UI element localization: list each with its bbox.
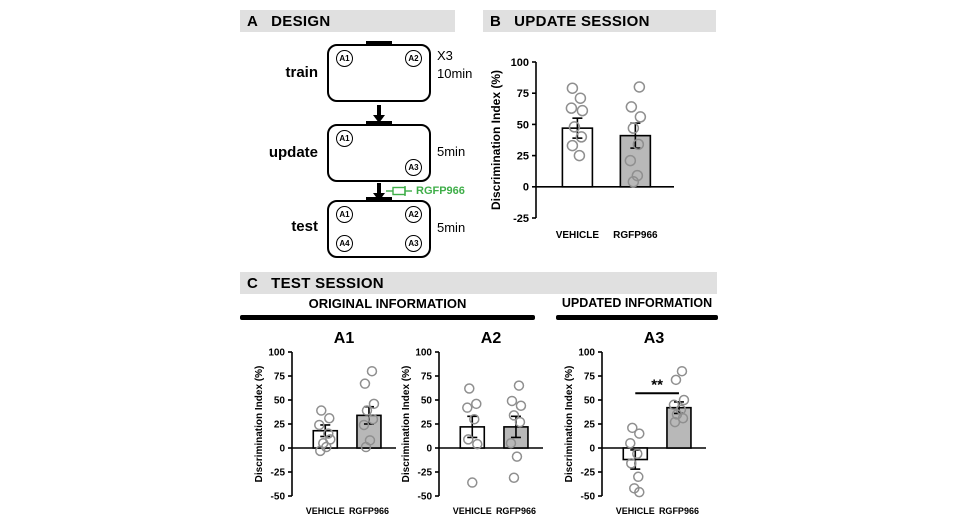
svg-text:75: 75 [584,372,596,383]
svg-text:Discrimination Index (%): Discrimination Index (%) [564,366,575,483]
original-information-label: ORIGINAL INFORMATION [308,296,467,311]
svg-text:A1: A1 [334,330,355,347]
object-circle: A3 [405,235,422,252]
svg-text:50: 50 [274,396,286,407]
object-circle: A3 [405,159,422,176]
update-label: update [268,144,318,161]
panel-c-letter: C [247,274,259,292]
svg-text:-50: -50 [581,492,596,503]
panel-c-title: TEST SESSION [271,274,384,292]
svg-text:-25: -25 [271,468,286,479]
object-circle: A2 [405,50,422,67]
svg-text:VEHICLE: VEHICLE [616,506,655,516]
svg-text:RGFP966: RGFP966 [613,230,658,241]
svg-text:75: 75 [517,88,529,100]
down-arrow-icon [368,105,390,123]
svg-text:75: 75 [421,372,433,383]
svg-text:100: 100 [511,57,529,69]
update-session-chart: 100 75 50 25 0 -25 VEHICLE RGFP966 Discriminatio… [488,48,708,248]
panel-b-title: UPDATE SESSION [514,12,650,30]
train-arena: A1 A2 [327,41,431,102]
svg-text:50: 50 [517,119,529,131]
train-duration-note: 10min [437,66,473,81]
test-a3-chart: 100 75 50 25 0 -25 -50 VEHICLE RGFP966 A3 ** Discri… [562,326,714,522]
svg-text:RGFP966: RGFP966 [496,506,536,516]
svg-text:**: ** [651,376,663,393]
cue-bar [366,121,392,126]
syringe-icon [386,186,412,196]
svg-text:VEHICLE: VEHICLE [306,506,345,516]
test-duration-note: 5min [437,220,466,235]
svg-text:Discrimination Index (%): Discrimination Index (%) [254,366,265,483]
svg-text:25: 25 [274,420,286,431]
object-circle: A1 [336,50,353,67]
train-label: train [285,64,318,81]
svg-text:75: 75 [274,372,286,383]
svg-text:RGFP966: RGFP966 [349,506,389,516]
updated-information-label: UPDATED INFORMATION [561,296,713,310]
panel-a-letter: A [247,12,259,30]
cue-bar [366,41,392,46]
svg-text:-25: -25 [418,468,433,479]
svg-text:-50: -50 [418,492,433,503]
svg-text:RGFP966: RGFP966 [659,506,699,516]
svg-text:Discrimination Index (%): Discrimination Index (%) [401,366,412,483]
svg-text:VEHICLE: VEHICLE [556,230,600,241]
original-information-rule [240,315,535,320]
svg-text:25: 25 [584,420,596,431]
svg-text:0: 0 [523,182,529,194]
drug-injection: RGFP966 [386,185,465,197]
object-circle: A1 [336,206,353,223]
test-arena: A1 A2 A4 A3 [327,197,431,258]
svg-text:VEHICLE: VEHICLE [453,506,492,516]
svg-text:-50: -50 [271,492,286,503]
svg-text:-25: -25 [581,468,596,479]
train-repeat-note: X3 [437,48,453,63]
test-a1-chart: 100 75 50 25 0 -25 -50 VEHICLE RGFP966 A1 Discrimi… [252,326,404,522]
svg-text:-25: -25 [513,213,529,225]
object-circle: A1 [336,130,353,147]
svg-text:100: 100 [415,348,432,359]
panel-a-header: A DESIGN [240,10,455,32]
panel-b-letter: B [490,12,502,30]
drug-label: RGFP966 [416,185,465,197]
test-label: test [291,218,318,235]
svg-text:25: 25 [517,150,529,162]
svg-text:100: 100 [578,348,595,359]
update-arena: A1 A3 [327,121,431,182]
svg-text:0: 0 [589,444,595,455]
update-duration-note: 5min [437,144,466,159]
svg-text:25: 25 [421,420,433,431]
object-circle: A4 [336,235,353,252]
test-a2-chart: 100 75 50 25 0 -25 -50 VEHICLE RGFP966 A2 Discrimi… [399,326,551,522]
panel-b-header: B UPDATE SESSION [483,10,716,32]
svg-text:Discrimination Index (%): Discrimination Index (%) [489,70,503,210]
svg-text:A2: A2 [481,330,502,347]
panel-c-header: C TEST SESSION [240,272,717,294]
object-circle: A2 [405,206,422,223]
svg-text:A3: A3 [644,330,665,347]
panel-a-title: DESIGN [271,12,331,30]
svg-text:50: 50 [421,396,433,407]
svg-text:50: 50 [584,396,596,407]
svg-text:100: 100 [268,348,285,359]
updated-information-rule [556,315,718,320]
cue-bar [366,197,392,202]
svg-text:0: 0 [279,444,285,455]
svg-text:0: 0 [426,444,432,455]
